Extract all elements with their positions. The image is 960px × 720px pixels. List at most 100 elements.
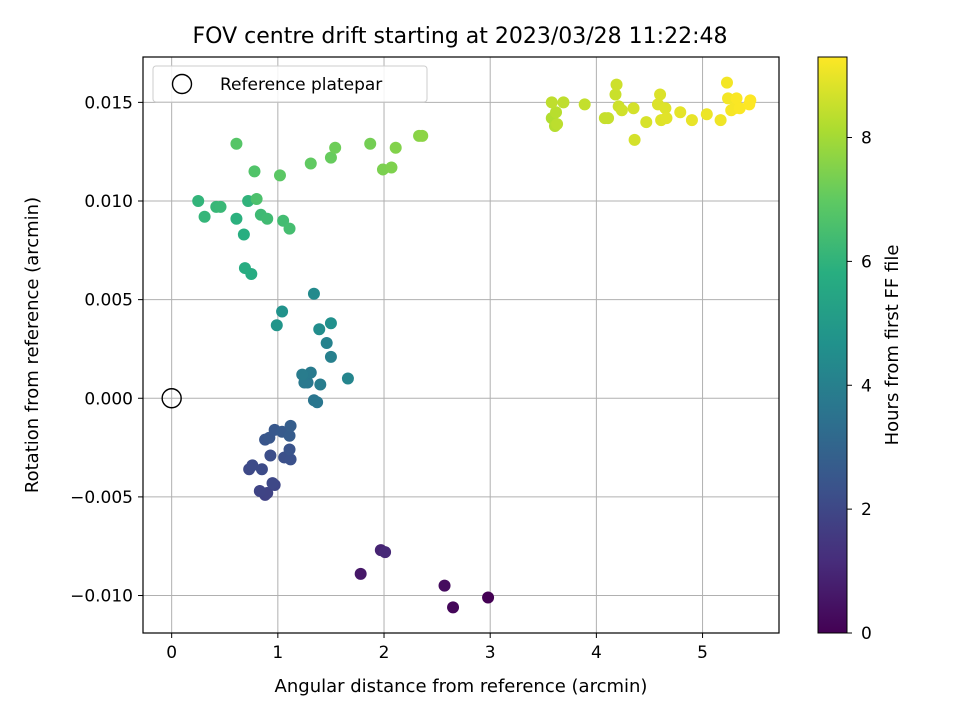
scatter-point: [307, 287, 320, 300]
scatter-point: [416, 129, 429, 142]
colorbar-tick-label: 4: [861, 376, 872, 396]
colorbar-ticks: 0 2 4 6 8: [847, 129, 872, 644]
scatter-point: [284, 419, 297, 432]
x-axis-label: Angular distance from reference (arcmin): [275, 676, 648, 697]
scatter-point: [654, 88, 667, 101]
colorbar-gradient: [817, 56, 848, 634]
scatter-point: [329, 141, 342, 154]
scatter-point: [266, 477, 279, 490]
scatter-point: [660, 112, 673, 125]
scatter-point: [314, 378, 327, 391]
x-tick-label: 1: [272, 643, 283, 663]
scatter-point: [276, 305, 289, 318]
data-points: [192, 76, 757, 614]
scatter-point: [379, 546, 392, 559]
scatter-point: [238, 262, 251, 275]
x-tick-label: 3: [485, 643, 496, 663]
scatter-point: [730, 92, 743, 105]
colorbar-tick-label: 8: [861, 129, 872, 149]
scatter-point: [324, 151, 337, 164]
scatter-point: [311, 396, 324, 409]
scatter-point: [341, 372, 354, 385]
scatter-point: [246, 459, 259, 472]
colorbar-tick-label: 6: [861, 252, 872, 272]
y-tick-label: −0.010: [70, 587, 133, 607]
scatter-point: [261, 212, 274, 225]
scatter-point: [438, 579, 451, 592]
scatter-point: [609, 88, 622, 101]
scatter-point: [615, 104, 628, 117]
scatter-point: [551, 118, 564, 131]
scatter-point: [364, 137, 377, 150]
scatter-point: [610, 78, 623, 91]
scatter-point: [685, 114, 698, 127]
scatter-point: [628, 133, 641, 146]
scatter-point: [313, 323, 326, 336]
scatter-point: [324, 350, 337, 363]
chart-title: FOV centre drift starting at 2023/03/28 …: [193, 24, 728, 49]
scatter-point: [324, 317, 337, 330]
y-tick-label: −0.005: [70, 488, 133, 508]
colorbar-label: Hours from first FF file: [882, 245, 903, 446]
scatter-point: [250, 193, 263, 206]
scatter-point: [602, 112, 615, 125]
scatter-point: [578, 98, 591, 111]
scatter-point: [230, 212, 243, 225]
scatter-point: [284, 453, 297, 466]
scatter-point: [447, 601, 460, 614]
plot-area: 0 1 2 3 4 5 −0.010 −0.005 0.000 0.005 0.010 0.015: [70, 56, 780, 663]
scatter-point: [659, 102, 672, 115]
scatter-point: [714, 114, 727, 127]
reference-point: [161, 388, 182, 409]
scatter-point: [304, 157, 317, 170]
scatter-point: [354, 567, 367, 580]
x-tick-label: 5: [697, 643, 708, 663]
legend-label-reference-platepar: Reference platepar: [220, 75, 382, 95]
scatter-point: [640, 116, 653, 129]
scatter-point: [230, 137, 243, 150]
x-axis-ticks: 0 1 2 3 4 5: [166, 633, 708, 663]
scatter-point: [283, 222, 296, 235]
y-axis-ticks: −0.010 −0.005 0.000 0.005 0.010 0.015: [70, 93, 143, 607]
plot-frame: [142, 56, 780, 634]
scatter-point: [733, 102, 746, 115]
scatter-point: [296, 368, 309, 381]
scatter-point: [482, 591, 495, 604]
legend-open-circle-marker: [171, 73, 193, 95]
scatter-point: [270, 319, 283, 332]
y-axis-label: Rotation from reference (arcmin): [22, 197, 43, 493]
scatter-point: [253, 484, 266, 497]
scatter-point: [700, 108, 713, 121]
scatter-point: [283, 429, 296, 442]
colorbar: 0 2 4 6 8 Hours from first FF file: [817, 56, 903, 644]
scatter-point: [389, 141, 402, 154]
scatter-point: [198, 210, 211, 223]
scatter-point: [557, 96, 570, 109]
colorbar-tick-label: 0: [861, 624, 872, 644]
scatter-point: [237, 228, 250, 241]
scatter-point: [264, 449, 277, 462]
scatter-point: [545, 96, 558, 109]
scatter-point: [320, 337, 333, 350]
scatter-point: [744, 94, 757, 107]
scatter-point: [248, 165, 261, 178]
y-tick-label: 0.010: [84, 192, 133, 212]
scatter-point: [192, 195, 205, 207]
scatter-point: [674, 106, 687, 119]
scatter-point: [550, 106, 563, 119]
scatter-point: [273, 169, 286, 182]
scatter-point: [722, 92, 735, 105]
x-tick-label: 2: [379, 643, 390, 663]
y-tick-label: 0.015: [84, 93, 133, 113]
scatter-point: [255, 463, 268, 476]
legend-box: [152, 65, 428, 103]
reference-platepar-marker: [161, 388, 182, 409]
scatter-point: [214, 200, 227, 213]
x-tick-label: 4: [591, 643, 602, 663]
scatter-point: [627, 102, 640, 115]
scatter-point: [385, 161, 398, 174]
scatter-point: [720, 76, 733, 89]
y-tick-label: 0.005: [84, 291, 133, 311]
legend: Reference platepar: [152, 65, 428, 103]
